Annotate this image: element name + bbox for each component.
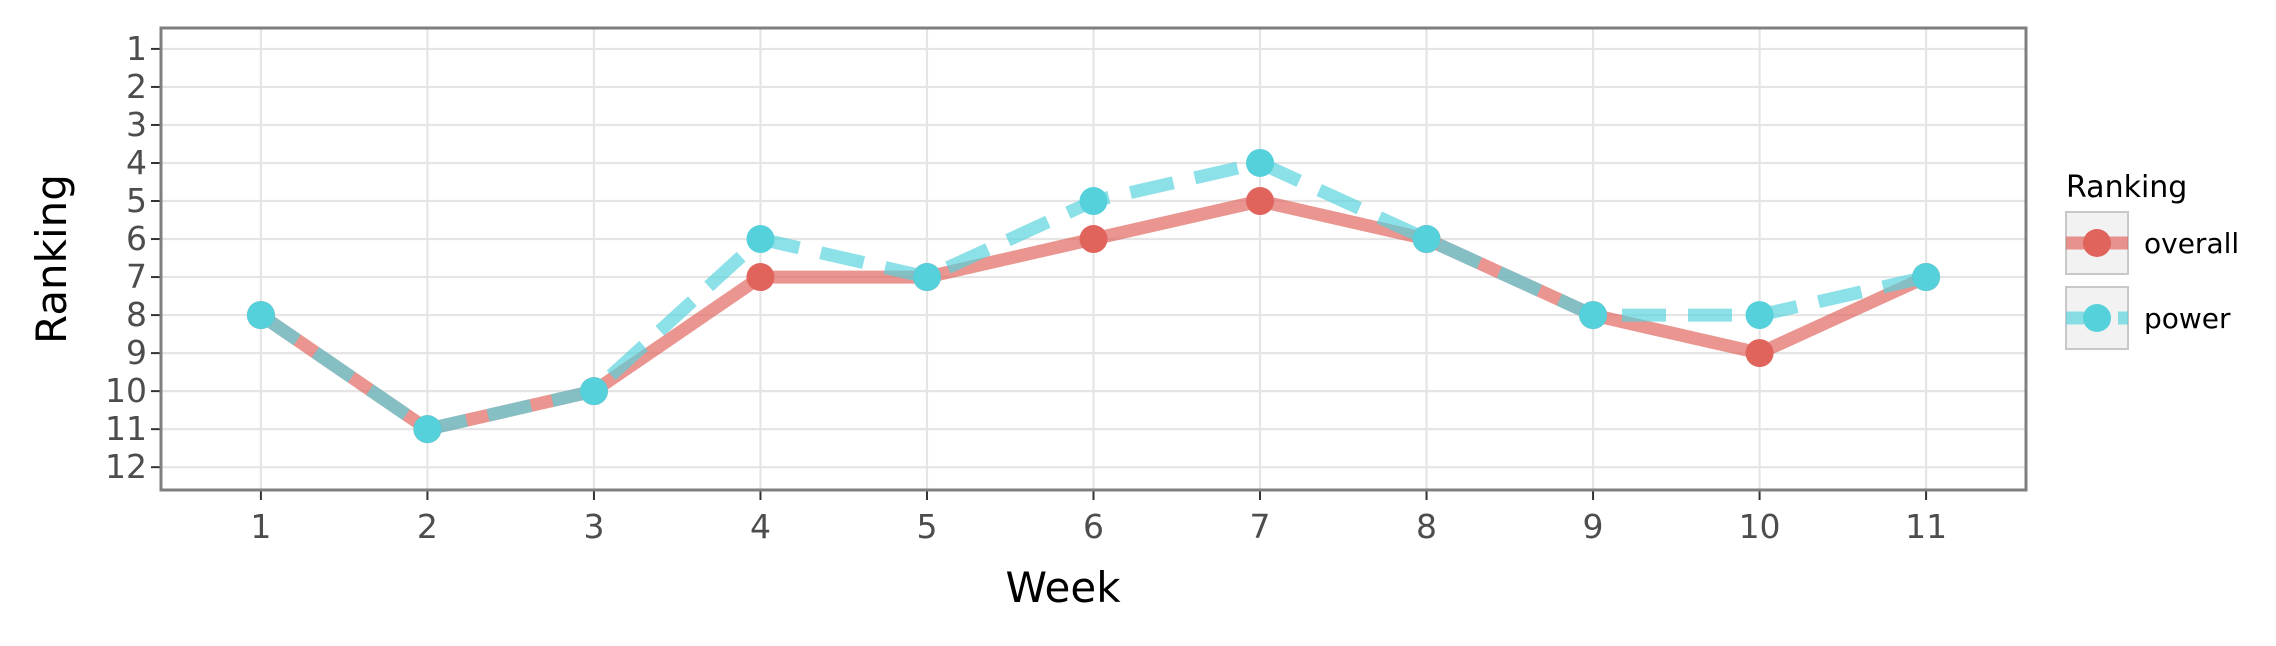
y-tick-label: 2 <box>126 67 147 106</box>
data-point-power <box>912 263 941 292</box>
y-tick-label: 1 <box>126 29 147 68</box>
y-axis-label: Ranking <box>27 174 76 344</box>
x-tick-label: 5 <box>916 507 937 546</box>
x-tick-label: 3 <box>583 507 604 546</box>
x-tick-label: 1 <box>250 507 271 546</box>
x-axis-label: Week <box>1005 563 1121 612</box>
x-tick-label: 11 <box>1905 507 1947 546</box>
legend-label-overall: overall <box>2144 227 2239 260</box>
series-points <box>246 148 1941 444</box>
data-point-power <box>579 377 608 406</box>
y-tick-label: 6 <box>126 219 147 258</box>
data-point-power <box>746 225 775 254</box>
data-point-overall <box>1079 225 1108 254</box>
y-tick-label: 5 <box>126 181 147 220</box>
data-point-power <box>1745 301 1774 330</box>
y-tick-label: 10 <box>105 371 147 410</box>
y-tick-label: 9 <box>126 333 147 372</box>
legend-point-overall <box>2083 229 2111 257</box>
data-point-power <box>1579 301 1608 330</box>
x-tick-label: 10 <box>1739 507 1781 546</box>
legend: Ranking overall power <box>2065 170 2239 350</box>
x-tick-label: 9 <box>1583 507 1604 546</box>
data-point-power <box>246 301 275 330</box>
legend-point-power <box>2083 304 2111 332</box>
y-tick-label: 11 <box>105 409 147 448</box>
plot-border <box>159 26 2028 492</box>
legend-label-power: power <box>2144 302 2231 335</box>
data-point-power <box>413 415 442 444</box>
data-point-power <box>1079 187 1108 216</box>
legend-items: overall power <box>2065 211 2239 350</box>
data-point-power <box>1912 263 1941 292</box>
x-tick-label: 2 <box>417 507 438 546</box>
x-tick-label: 4 <box>750 507 771 546</box>
data-point-power <box>1246 148 1275 177</box>
legend-title: Ranking <box>2066 170 2187 205</box>
data-point-overall <box>1246 187 1275 216</box>
y-tick-label: 8 <box>126 295 147 334</box>
data-point-overall <box>1745 339 1774 368</box>
y-tick-label: 7 <box>126 257 147 296</box>
y-tick-label: 4 <box>126 143 147 182</box>
data-point-power <box>1412 225 1441 254</box>
x-tick-label: 6 <box>1083 507 1104 546</box>
x-tick-label: 8 <box>1416 507 1437 546</box>
data-point-overall <box>746 263 775 292</box>
y-tick-label: 3 <box>126 105 147 144</box>
y-tick-label: 12 <box>105 447 147 486</box>
x-tick-label: 7 <box>1250 507 1271 546</box>
